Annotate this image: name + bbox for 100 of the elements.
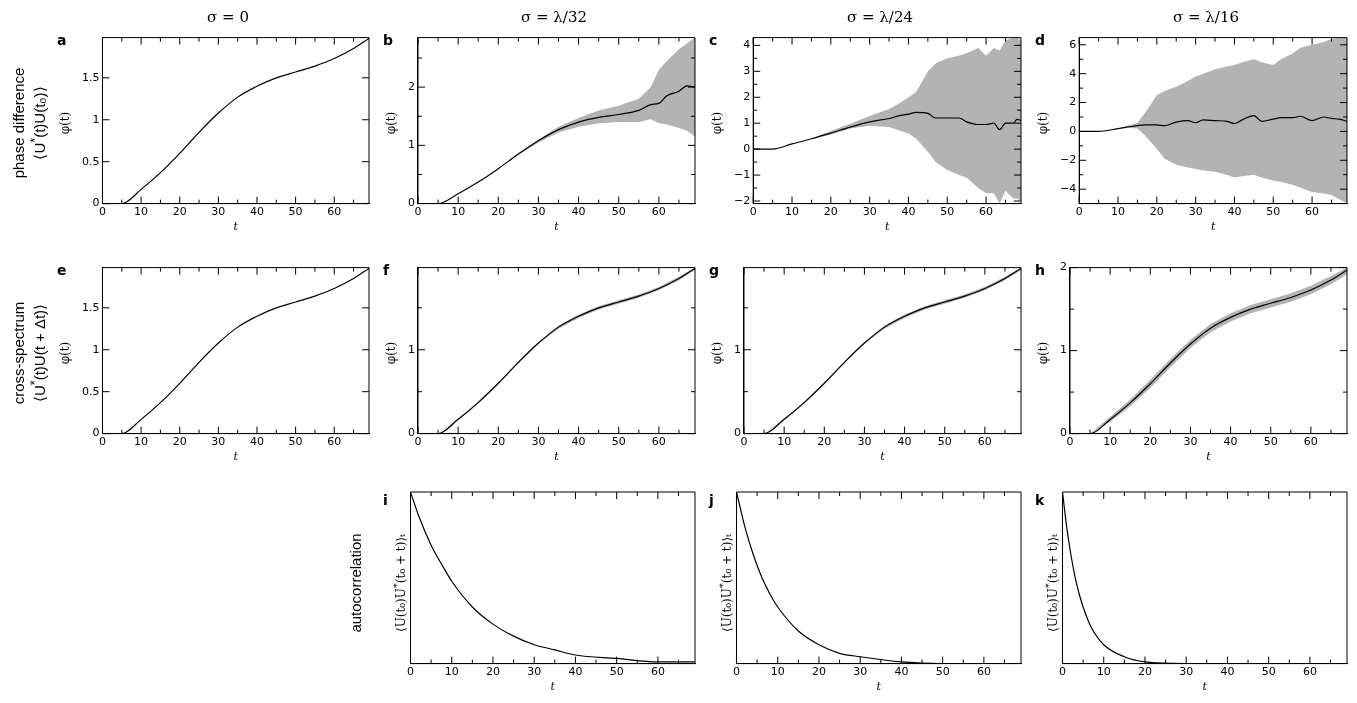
y-tick-label: 3 bbox=[743, 64, 751, 78]
x-tick-label: 10 bbox=[451, 205, 466, 219]
x-tick-label: 60 bbox=[650, 665, 665, 679]
y-tick-label: 1 bbox=[92, 112, 100, 126]
x-axis-title: t bbox=[233, 450, 239, 464]
y-tick-label: 0.5 bbox=[81, 154, 100, 168]
y-tick-label: 1 bbox=[408, 138, 415, 152]
x-tick-label: 60 bbox=[979, 205, 994, 219]
y-axis-title: φ(t) bbox=[58, 111, 72, 135]
x-tick-label: 30 bbox=[1183, 435, 1198, 449]
y-tick-label: 1.5 bbox=[81, 300, 100, 314]
text: autocorrelation bbox=[346, 533, 364, 633]
text: phase difference bbox=[10, 67, 27, 179]
chart-title: σ = 0 bbox=[206, 8, 250, 26]
x-tick-label: 60 bbox=[977, 435, 992, 449]
text: cross-spectrum bbox=[10, 301, 27, 405]
x-axis-title: t bbox=[1202, 680, 1208, 694]
y-tick-label: 0 bbox=[743, 141, 751, 155]
x-tick-label: 20 bbox=[817, 435, 832, 449]
y-tick-label: 1 bbox=[92, 342, 100, 356]
x-tick-label: 20 bbox=[485, 665, 500, 679]
x-tick-label: 50 bbox=[937, 435, 952, 449]
x-axis-title: t bbox=[550, 680, 556, 694]
x-tick-label: 30 bbox=[853, 665, 868, 679]
y-axis-title: φ(t) bbox=[384, 341, 398, 365]
y-tick-label: 0.5 bbox=[81, 384, 100, 398]
y-tick-label: 2 bbox=[1060, 260, 1067, 274]
x-tick-label: 30 bbox=[531, 435, 546, 449]
x-tick-label: 40 bbox=[1220, 665, 1235, 679]
x-tick-label: 10 bbox=[134, 205, 149, 219]
y-axis-title: φ(t) bbox=[1036, 111, 1050, 135]
x-tick-label: 30 bbox=[527, 665, 542, 679]
y-tick-label: 0 bbox=[92, 196, 100, 210]
y-tick-label: 0 bbox=[734, 426, 741, 440]
x-tick-label: 10 bbox=[770, 665, 785, 679]
y-tick-label: −4 bbox=[1060, 182, 1077, 196]
x-tick-label: 60 bbox=[1305, 205, 1320, 219]
y-tick-label: 0 bbox=[92, 426, 100, 440]
y-axis-title: φ(t) bbox=[58, 341, 72, 365]
text: d bbox=[1035, 32, 1046, 48]
chart-title: σ = λ/24 bbox=[846, 8, 914, 26]
x-tick-label: 20 bbox=[823, 205, 838, 219]
x-tick-label: 20 bbox=[491, 205, 506, 219]
x-axis-title: t bbox=[554, 220, 560, 234]
x-tick-label: 40 bbox=[568, 665, 583, 679]
y-axis-title: φ(t) bbox=[710, 111, 724, 135]
chart-title: σ = λ/32 bbox=[520, 8, 588, 26]
text: k bbox=[1035, 492, 1045, 508]
x-tick-label: 20 bbox=[1137, 665, 1152, 679]
x-axis-title: t bbox=[876, 680, 882, 694]
y-axis-title: φ(t) bbox=[384, 111, 398, 135]
y-tick-label: −1 bbox=[734, 167, 751, 181]
y-tick-label: 1 bbox=[734, 342, 741, 356]
x-tick-label: 20 bbox=[1149, 205, 1164, 219]
x-tick-label: 60 bbox=[1302, 665, 1317, 679]
x-tick-label: 40 bbox=[897, 435, 912, 449]
x-tick-label: 30 bbox=[531, 205, 546, 219]
y-axis-title: φ(t) bbox=[710, 341, 724, 365]
text: a bbox=[57, 32, 67, 48]
text: f bbox=[383, 262, 390, 278]
x-tick-label: 50 bbox=[940, 205, 955, 219]
x-tick-label: 40 bbox=[901, 205, 916, 219]
x-tick-label: 60 bbox=[976, 665, 991, 679]
y-tick-label: 2 bbox=[1069, 95, 1077, 109]
y-tick-label: −2 bbox=[1060, 153, 1077, 167]
x-axis-title: t bbox=[233, 220, 239, 234]
y-tick-label: 0 bbox=[408, 426, 415, 440]
y-tick-label: 1 bbox=[408, 342, 415, 356]
x-tick-label: 50 bbox=[1263, 435, 1278, 449]
x-tick-label: 40 bbox=[571, 205, 586, 219]
x-tick-label: 40 bbox=[1227, 205, 1242, 219]
x-tick-label: 50 bbox=[611, 435, 626, 449]
x-tick-label: 60 bbox=[651, 435, 666, 449]
x-tick-label: 10 bbox=[785, 205, 800, 219]
text: j bbox=[709, 492, 714, 508]
y-tick-label: 2 bbox=[408, 79, 415, 93]
x-tick-label: 20 bbox=[491, 435, 506, 449]
x-tick-label: 30 bbox=[1179, 665, 1194, 679]
x-tick-label: 40 bbox=[249, 435, 264, 449]
y-tick-label: 4 bbox=[1069, 66, 1077, 80]
text: h bbox=[1035, 262, 1045, 278]
y-tick-label: 2 bbox=[743, 90, 751, 104]
x-tick-label: 10 bbox=[451, 435, 466, 449]
x-tick-label: 50 bbox=[1266, 205, 1281, 219]
y-tick-label: −2 bbox=[734, 193, 751, 207]
text: e bbox=[57, 262, 67, 278]
x-tick-label: 60 bbox=[651, 205, 666, 219]
x-tick-label: 40 bbox=[1223, 435, 1238, 449]
x-tick-label: 10 bbox=[444, 665, 459, 679]
text: b bbox=[383, 32, 394, 48]
y-tick-label: 1 bbox=[743, 116, 751, 130]
x-tick-label: 10 bbox=[134, 435, 149, 449]
y-tick-label: 1 bbox=[1060, 343, 1067, 357]
y-tick-label: 0 bbox=[1060, 426, 1067, 440]
x-tick-label: 30 bbox=[1188, 205, 1203, 219]
x-axis-title: t bbox=[1206, 450, 1212, 464]
x-tick-label: 50 bbox=[288, 205, 303, 219]
chart-title: σ = λ/16 bbox=[1172, 8, 1240, 26]
text: c bbox=[709, 32, 718, 48]
x-tick-label: 20 bbox=[811, 665, 826, 679]
